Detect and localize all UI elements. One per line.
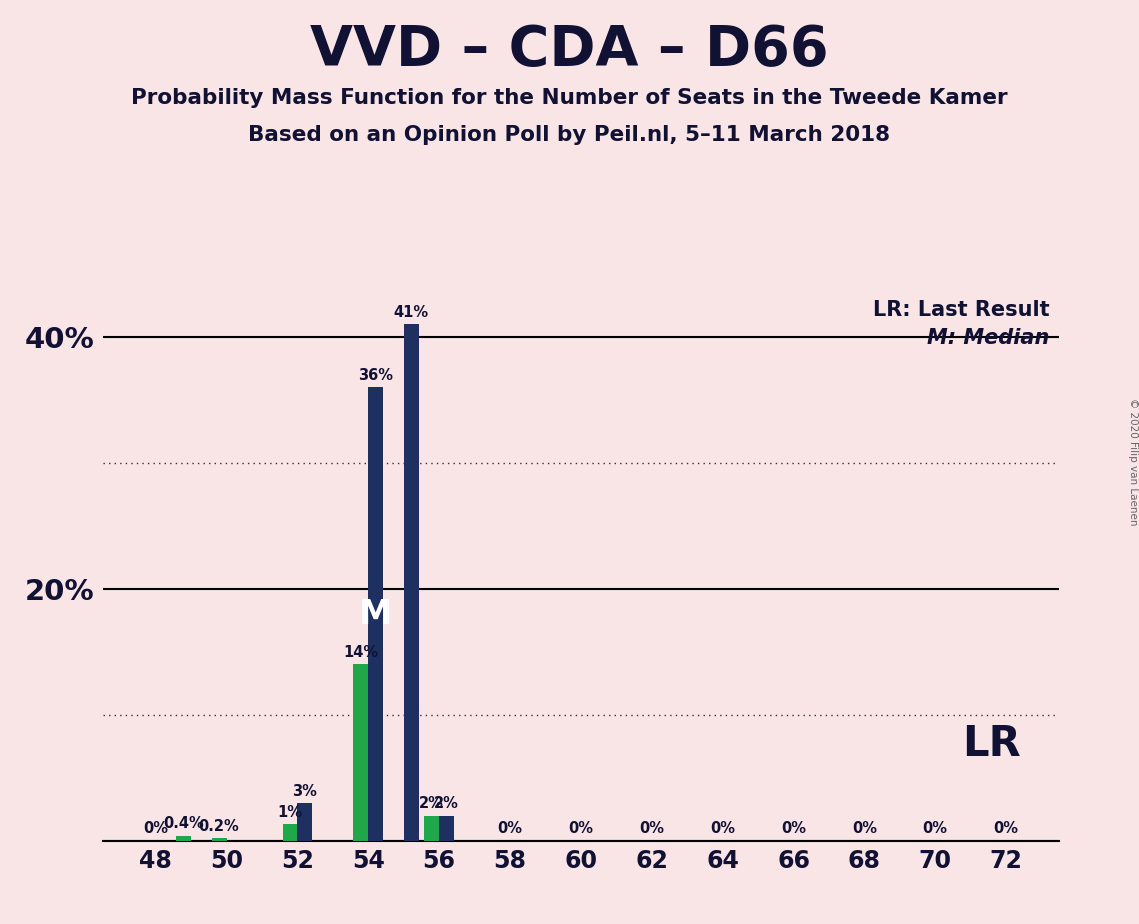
Text: LR: Last Result: LR: Last Result <box>874 300 1050 321</box>
Bar <box>177 836 191 841</box>
Bar <box>368 387 383 841</box>
Bar <box>403 324 419 841</box>
Bar <box>297 803 312 841</box>
Text: 41%: 41% <box>394 305 428 320</box>
Text: 0.2%: 0.2% <box>198 819 239 833</box>
Text: LR: LR <box>962 723 1021 765</box>
Text: 0%: 0% <box>781 821 806 836</box>
Text: M: M <box>359 598 392 630</box>
Text: 0%: 0% <box>568 821 593 836</box>
Bar <box>353 664 368 841</box>
Text: 3%: 3% <box>293 784 318 798</box>
Text: 14%: 14% <box>343 645 378 660</box>
Text: 0%: 0% <box>639 821 664 836</box>
Text: 1%: 1% <box>278 805 303 821</box>
Text: 0%: 0% <box>710 821 735 836</box>
Text: M: Median: M: Median <box>927 328 1050 348</box>
Text: VVD – CDA – D66: VVD – CDA – D66 <box>310 23 829 77</box>
Text: 0.4%: 0.4% <box>163 817 204 832</box>
Text: Probability Mass Function for the Number of Seats in the Tweede Kamer: Probability Mass Function for the Number… <box>131 88 1008 108</box>
Text: Based on an Opinion Poll by Peil.nl, 5–11 March 2018: Based on an Opinion Poll by Peil.nl, 5–1… <box>248 125 891 145</box>
Bar <box>282 824 297 841</box>
Text: 0%: 0% <box>498 821 523 836</box>
Text: 0%: 0% <box>993 821 1018 836</box>
Text: 0%: 0% <box>144 821 169 836</box>
Text: 2%: 2% <box>434 796 459 811</box>
Text: 0%: 0% <box>852 821 877 836</box>
Text: 0%: 0% <box>923 821 948 836</box>
Text: 36%: 36% <box>359 368 393 383</box>
Bar <box>212 838 227 841</box>
Bar <box>440 816 454 841</box>
Text: © 2020 Filip van Laenen: © 2020 Filip van Laenen <box>1129 398 1138 526</box>
Bar <box>424 816 440 841</box>
Text: 2%: 2% <box>419 796 444 811</box>
